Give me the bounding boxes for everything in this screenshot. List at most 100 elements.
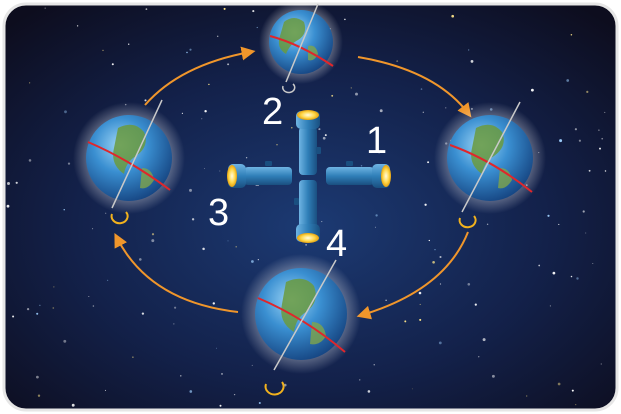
label-2: 2 [262, 91, 283, 133]
flashlight-up [296, 110, 321, 175]
flashlight-icon [297, 233, 319, 243]
star [189, 48, 192, 51]
star [227, 240, 229, 242]
star [132, 356, 134, 358]
star [217, 199, 220, 201]
star [474, 303, 477, 306]
flashlight-right [326, 161, 391, 188]
star [105, 212, 107, 214]
star [258, 401, 261, 405]
star [144, 99, 147, 102]
star [204, 110, 207, 113]
star [344, 18, 346, 21]
star [350, 87, 352, 89]
orbit-arrow-icon [114, 233, 239, 313]
rotation-axis [273, 259, 337, 371]
star [599, 147, 601, 150]
star [404, 320, 407, 323]
star [559, 139, 563, 143]
star [582, 210, 585, 213]
star [36, 375, 39, 379]
star [482, 338, 486, 342]
star [530, 88, 534, 92]
star [468, 49, 470, 51]
star [445, 107, 447, 109]
star [6, 204, 10, 208]
star [251, 364, 253, 366]
star [7, 182, 10, 185]
star [600, 363, 602, 365]
star [180, 375, 182, 377]
star [570, 33, 573, 36]
star [227, 63, 230, 66]
star [375, 138, 379, 142]
star [419, 303, 421, 305]
star [604, 111, 606, 113]
star [212, 302, 215, 305]
star [63, 339, 67, 343]
rotation-axis [111, 99, 163, 209]
star [223, 7, 226, 10]
star [256, 26, 258, 29]
earth-globe-right [434, 101, 546, 229]
orbit-arrow-icon [357, 56, 472, 118]
star [318, 128, 321, 131]
star [219, 404, 222, 407]
star [331, 94, 334, 97]
star [138, 258, 142, 261]
star [106, 279, 109, 282]
star [181, 112, 184, 115]
star [360, 165, 363, 167]
rotation-arrow-icon [458, 215, 477, 229]
rotation-axis [285, 3, 319, 83]
star [601, 137, 604, 140]
star [63, 209, 65, 211]
star [191, 218, 195, 221]
star [574, 128, 577, 131]
star [64, 110, 67, 114]
star [233, 393, 236, 396]
star [291, 127, 293, 129]
star [420, 88, 423, 90]
star [151, 239, 155, 243]
star [67, 162, 71, 165]
label-1: 1 [366, 120, 387, 162]
star [44, 7, 46, 9]
earth-globe-top [259, 0, 343, 94]
star [478, 356, 480, 358]
star [173, 323, 175, 325]
star [251, 260, 254, 263]
star [428, 239, 430, 242]
star [151, 233, 155, 236]
star [145, 8, 148, 10]
star [355, 92, 358, 96]
equator-line [449, 144, 533, 193]
star [439, 255, 442, 259]
star [217, 35, 219, 37]
star [201, 118, 203, 120]
star [439, 283, 442, 285]
star [71, 403, 75, 407]
label-3: 3 [208, 192, 229, 234]
star [76, 25, 79, 27]
star [92, 305, 95, 307]
star [411, 388, 413, 390]
star [28, 159, 32, 162]
rotation-axis [461, 101, 521, 213]
star [470, 60, 474, 63]
star [604, 170, 607, 172]
star [526, 395, 528, 397]
star [219, 170, 221, 172]
star [419, 318, 422, 321]
label-4: 4 [326, 223, 347, 265]
earth-globe-left [73, 99, 185, 225]
star [451, 14, 455, 18]
star [549, 305, 551, 307]
star [547, 214, 550, 217]
star [373, 364, 375, 366]
star [29, 82, 31, 84]
star [557, 382, 561, 386]
star [276, 144, 278, 146]
star [432, 260, 435, 264]
